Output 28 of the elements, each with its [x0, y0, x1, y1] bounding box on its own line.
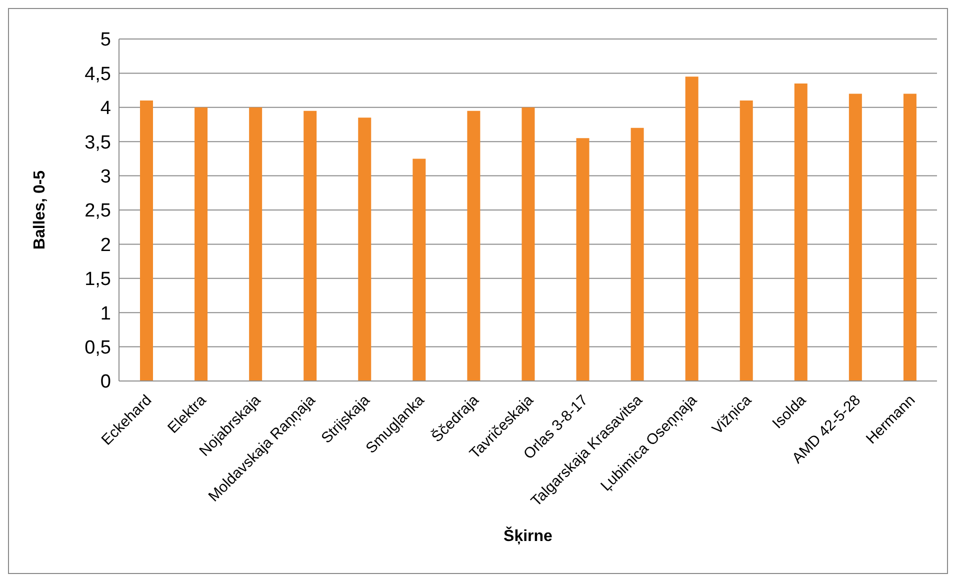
- bar: [740, 100, 753, 381]
- bar: [304, 110, 317, 381]
- y-tick-label: 1,5: [84, 269, 111, 290]
- y-tick-label: 0: [100, 372, 111, 393]
- y-tick-label: 3,5: [84, 132, 111, 154]
- y-tick-label: 4: [100, 98, 112, 120]
- bar: [630, 128, 644, 381]
- y-tick-label: 2: [100, 234, 111, 256]
- bar: [249, 107, 262, 381]
- bar: [576, 138, 590, 381]
- bar: [140, 100, 153, 381]
- bar: [194, 107, 208, 381]
- y-tick-label: 5: [100, 30, 111, 51]
- bar: [358, 118, 372, 381]
- y-axis-title: Balles, 0-5: [32, 170, 49, 250]
- bar: [685, 76, 698, 381]
- x-axis-title: Šķirne: [504, 526, 553, 545]
- bar: [903, 94, 916, 381]
- bar: [412, 158, 426, 381]
- y-tick-label: 1: [100, 303, 111, 324]
- y-tick-label: 4,5: [84, 64, 111, 85]
- bar: [848, 94, 862, 381]
- bar: [794, 83, 808, 381]
- bar: [522, 107, 535, 381]
- y-tick-label: 2,5: [84, 200, 111, 222]
- y-tick-label: 3: [100, 166, 111, 188]
- y-tick-label: 0,5: [84, 338, 111, 359]
- bar: [467, 110, 480, 381]
